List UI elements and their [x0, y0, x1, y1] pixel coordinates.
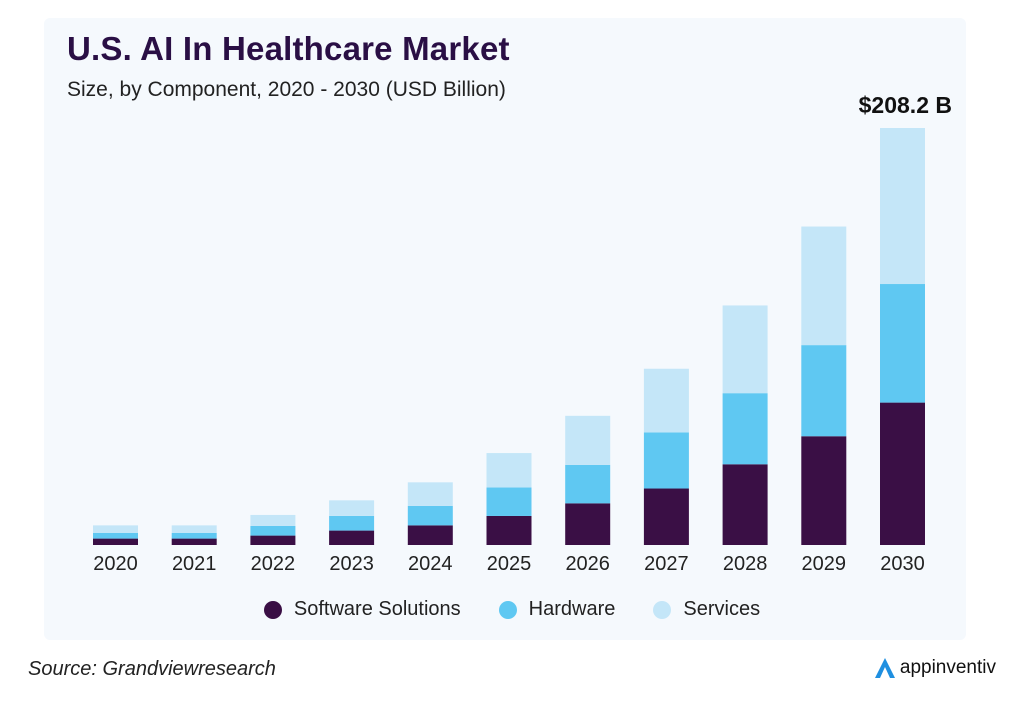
bar-2025-software-solutions	[486, 515, 532, 545]
x-tick-label: 2028	[723, 553, 768, 575]
bar-2020-services	[93, 525, 138, 533]
bar-2022-software-solutions	[250, 535, 296, 545]
legend: Software Solutions Hardware Services	[0, 598, 1024, 621]
bar-2021-software-solutions	[171, 538, 217, 545]
total-annotation: $208.2 B	[858, 92, 952, 118]
x-tick-label: 2022	[251, 553, 296, 575]
bar-2030-hardware	[880, 284, 925, 403]
bar-2021-hardware	[171, 532, 217, 539]
source-note: Source: Grandviewresearch	[28, 658, 276, 680]
bar-2023-software-solutions	[329, 530, 375, 545]
bar-2024-services	[407, 482, 453, 506]
x-tick-label: 2020	[93, 553, 138, 575]
legend-item-software: Software Solutions	[263, 598, 461, 621]
bar-2023-hardware	[329, 515, 375, 531]
bar-2030-services	[880, 128, 925, 285]
x-tick-label: 2029	[802, 553, 847, 575]
bar-2029-software-solutions	[801, 436, 847, 545]
bar-2025-hardware	[486, 487, 532, 516]
bar-2028-services	[722, 305, 768, 394]
bar-2024-hardware	[407, 505, 453, 526]
x-tick-label: 2026	[565, 553, 610, 575]
bar-2027-software-solutions	[643, 488, 689, 545]
legend-swatch	[498, 600, 517, 619]
bar-2028-hardware	[722, 393, 768, 465]
legend-swatch	[263, 600, 282, 619]
chart-title: U.S. AI In Healthcare Market	[67, 30, 510, 67]
x-tick-label: 2027	[644, 553, 689, 575]
bar-2027-hardware	[643, 432, 689, 489]
x-tick-label: 2030	[880, 553, 925, 575]
bar-2022-services	[250, 514, 296, 526]
bar-2023-services	[329, 500, 375, 516]
brand-name: appinventiv	[899, 657, 996, 678]
bar-2029-hardware	[801, 345, 847, 437]
x-tick-label: 2021	[172, 553, 217, 575]
bar-2024-software-solutions	[407, 525, 453, 545]
logo-icon	[874, 658, 895, 678]
x-tick-label: 2023	[329, 553, 374, 575]
bar-2028-software-solutions	[722, 464, 768, 545]
bar-2027-services	[643, 368, 689, 433]
legend-item-hardware: Hardware	[498, 598, 616, 621]
bar-2026-software-solutions	[565, 503, 611, 545]
legend-label: Hardware	[528, 598, 616, 620]
bar-2030-software-solutions	[880, 402, 925, 545]
bar-2022-hardware	[250, 525, 296, 536]
legend-label: Services	[683, 598, 761, 620]
bar-2020-software-solutions	[93, 538, 138, 545]
brand-logo: appinventiv	[873, 656, 996, 680]
x-tick-label: 2025	[487, 553, 532, 575]
bar-2021-services	[171, 525, 217, 533]
bar-2026-hardware	[565, 464, 611, 504]
legend-swatch	[653, 600, 672, 619]
bar-2020-hardware	[93, 532, 138, 539]
x-tick-label: 2024	[408, 553, 453, 575]
bar-2025-services	[486, 453, 532, 488]
legend-label: Software Solutions	[293, 598, 461, 620]
legend-item-services: Services	[653, 598, 760, 621]
bar-2029-services	[801, 226, 847, 346]
bar-2026-services	[565, 415, 611, 465]
chart-subtitle: Size, by Component, 2020 - 2030 (USD Bil…	[67, 78, 506, 101]
